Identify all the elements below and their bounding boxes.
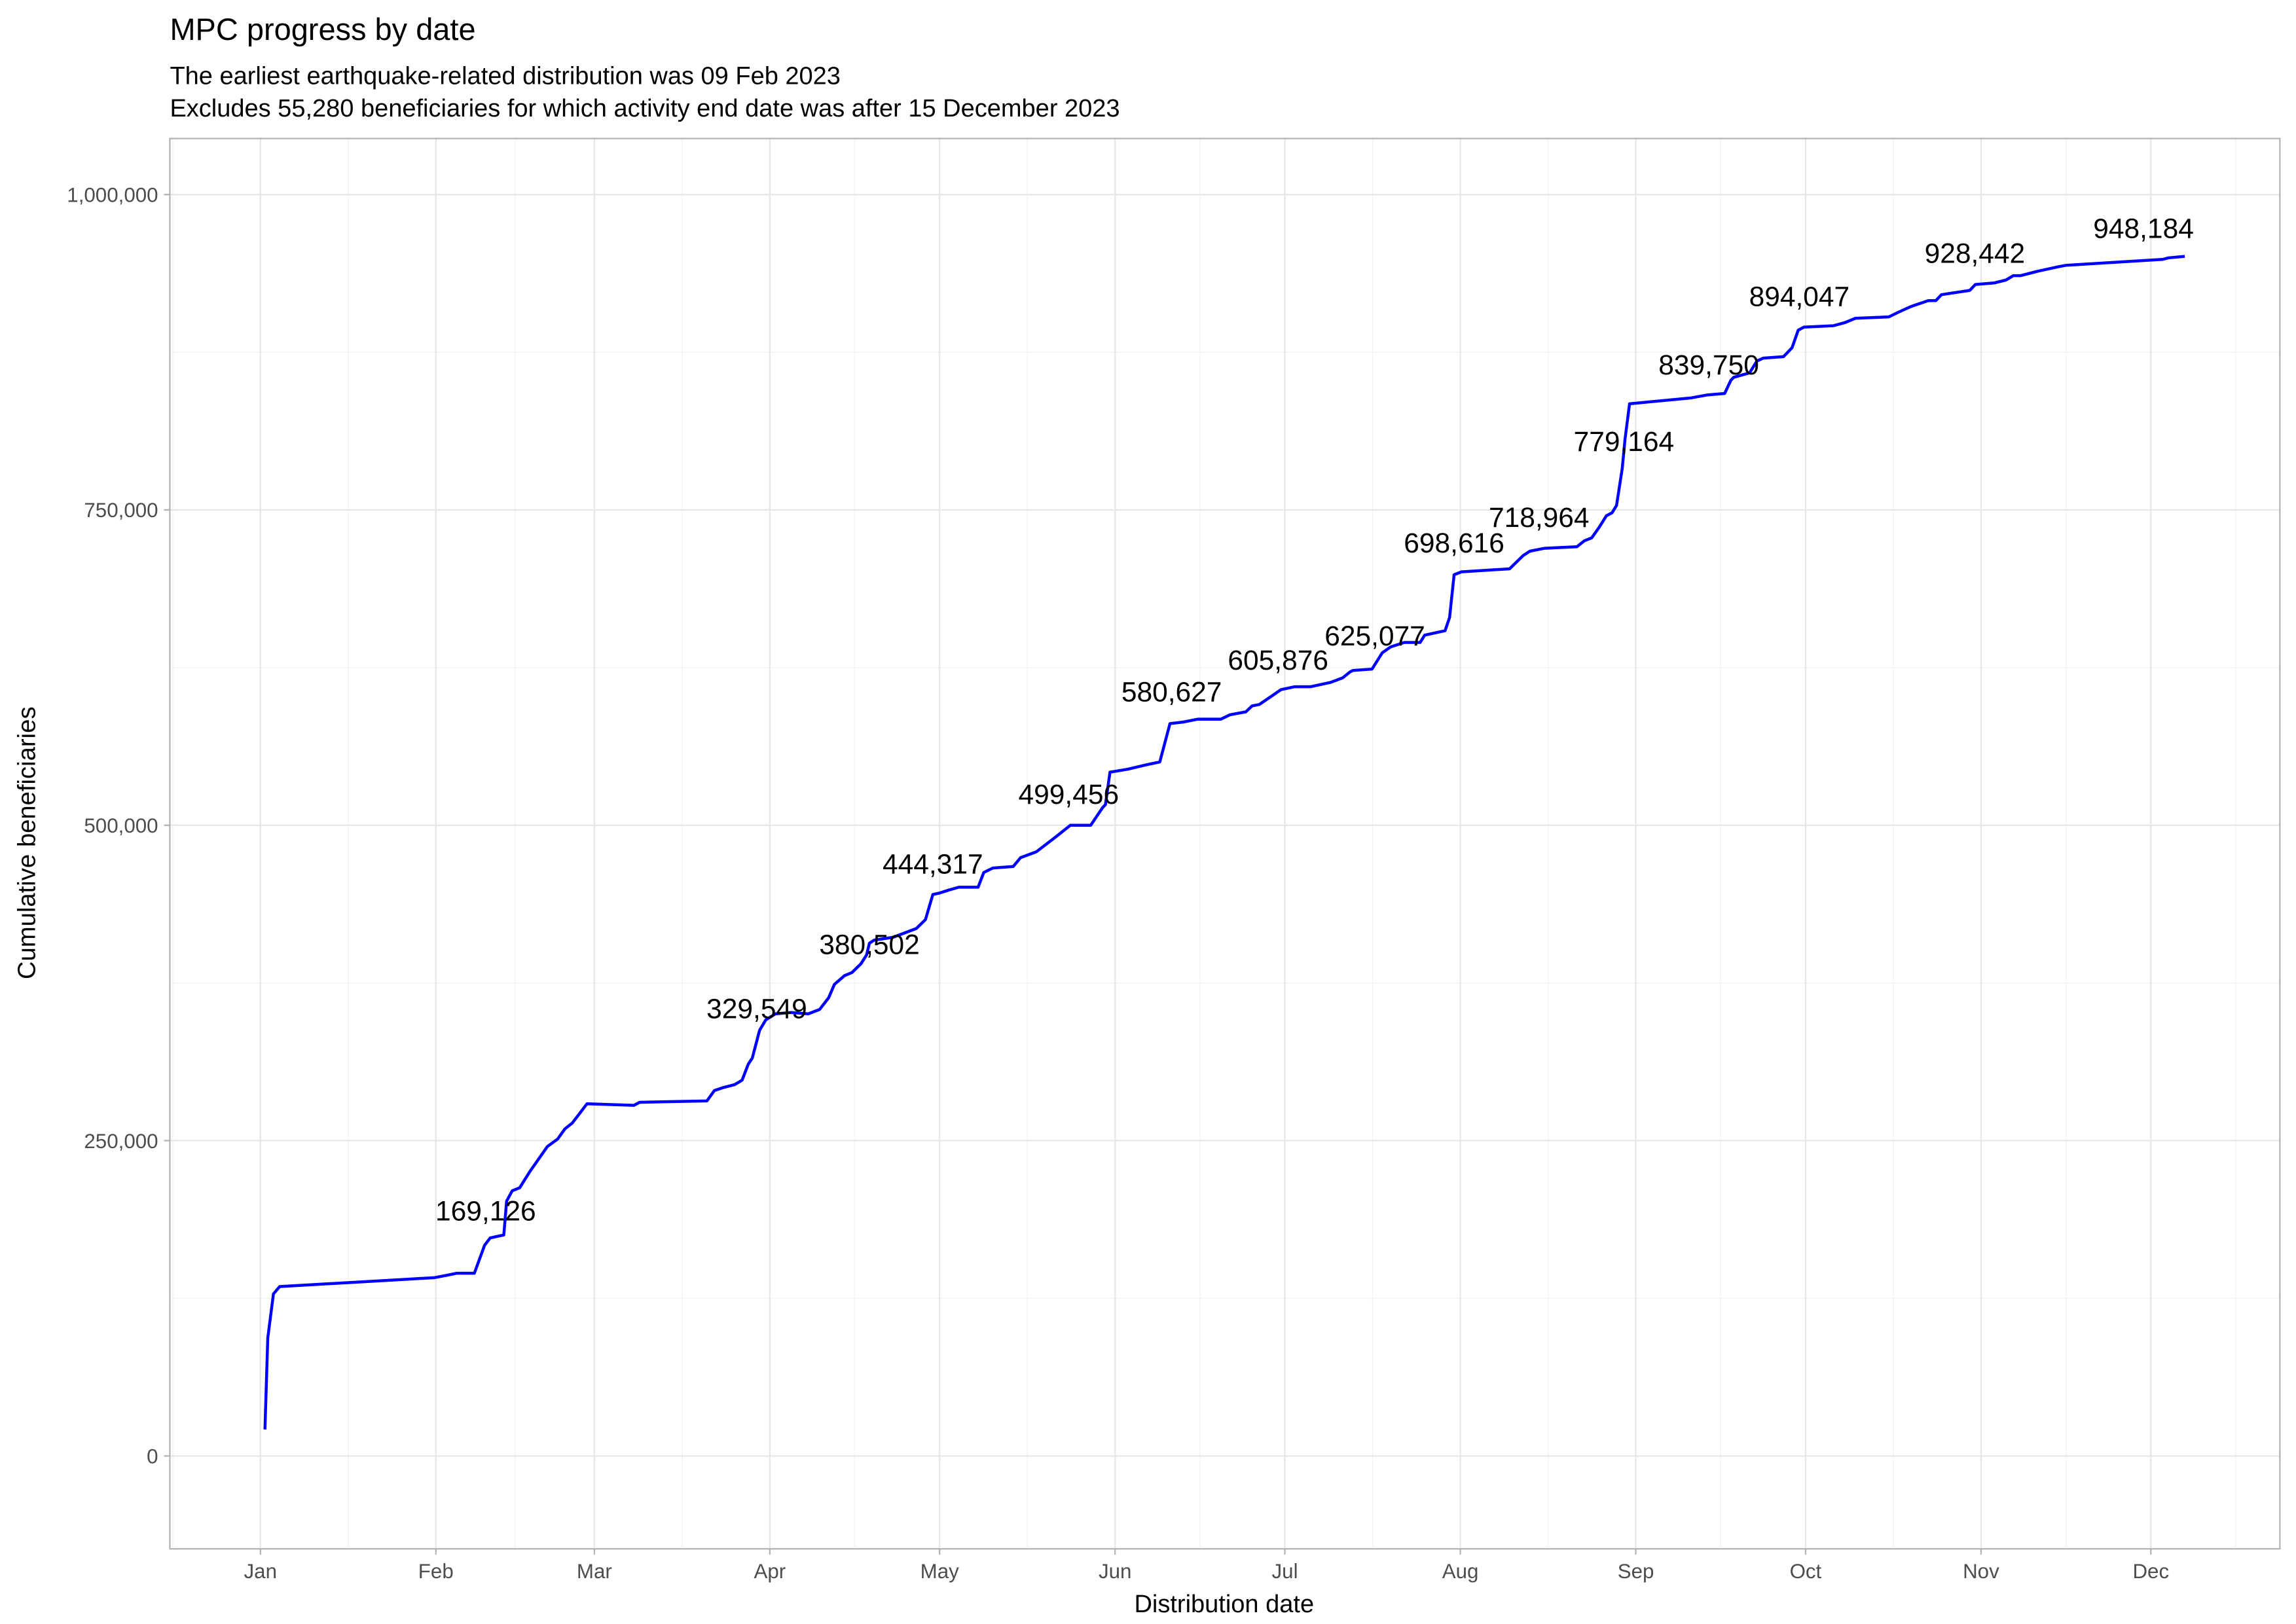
x-tick-label: Feb: [418, 1560, 454, 1583]
data-label: 499,456: [1019, 779, 1120, 810]
plot-background: [170, 138, 2280, 1549]
data-line: [263, 255, 2185, 1430]
x-tick-label: Oct: [1790, 1560, 1822, 1583]
chart-subtitle: Excludes 55,280 beneficiaries for which …: [170, 94, 1120, 122]
chart-title: MPC progress by date: [170, 12, 475, 46]
chart-subtitle: The earliest earthquake-related distribu…: [170, 62, 840, 90]
data-label: 169,126: [435, 1196, 536, 1227]
data-label: 605,876: [1228, 645, 1328, 676]
x-tick-label: Dec: [2132, 1560, 2169, 1583]
x-tick-label: Nov: [1963, 1560, 1999, 1583]
x-tick-label: Jul: [1272, 1560, 1298, 1583]
y-tick-label: 500,000: [84, 814, 158, 837]
data-label: 698,616: [1404, 528, 1504, 559]
x-axis-title: Distribution date: [1135, 1590, 1315, 1618]
x-tick-label: May: [920, 1560, 959, 1583]
x-tick-label: Sep: [1618, 1560, 1654, 1583]
data-label: 329,549: [706, 993, 807, 1024]
data-label: 625,077: [1324, 621, 1425, 652]
data-label: 718,964: [1489, 502, 1590, 533]
data-label: 839,750: [1658, 350, 1759, 381]
y-tick-label: 1,000,000: [67, 183, 158, 206]
data-label: 779,164: [1574, 426, 1675, 458]
x-tick-label: Aug: [1442, 1560, 1479, 1583]
x-tick-label: Apr: [754, 1560, 786, 1583]
data-label: 380,502: [819, 929, 920, 960]
plot-border: [169, 137, 2281, 1550]
data-label: 894,047: [1749, 281, 1850, 312]
data-label: 928,442: [1925, 238, 2026, 269]
data-label: 444,317: [883, 848, 983, 880]
data-label: 948,184: [2093, 213, 2194, 244]
data-label: 580,627: [1121, 676, 1222, 708]
y-tick-label: 250,000: [84, 1130, 158, 1153]
y-tick-label: 0: [147, 1445, 158, 1468]
y-tick-label: 750,000: [84, 499, 158, 522]
x-tick-label: Jan: [244, 1560, 277, 1583]
x-tick-label: Jun: [1099, 1560, 1131, 1583]
y-axis-title: Cumulative beneficiaries: [13, 706, 41, 979]
grid: [170, 138, 2280, 1549]
x-tick-label: Mar: [577, 1560, 612, 1583]
